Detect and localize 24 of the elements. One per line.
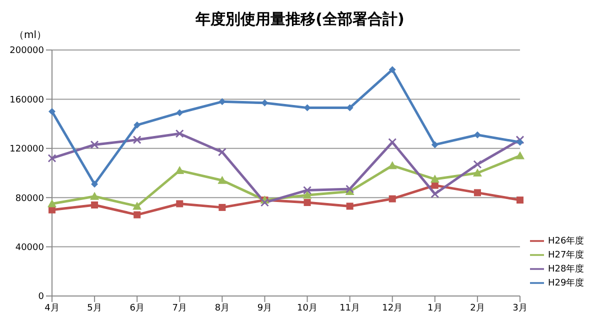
x-tick-label: 2月: [470, 303, 485, 314]
y-tick-label: 160000: [10, 95, 44, 106]
x-tick-label: 5月: [87, 303, 102, 314]
x-tick-label: 1月: [428, 303, 442, 314]
y-tick-label: 0: [38, 292, 44, 302]
y-tick-label: 120000: [10, 144, 44, 155]
legend-label: H26年度: [548, 236, 584, 246]
x-tick-label: 11月: [340, 303, 360, 314]
y-tick-label: 40000: [15, 242, 44, 253]
chart-title: 年度別使用量推移(全部署合計): [194, 10, 406, 29]
y-axis-title: （ml）: [14, 29, 47, 42]
legend-label: H28年度: [548, 264, 584, 274]
legend-label: H29年度: [548, 278, 584, 288]
legend-label: H27年度: [548, 250, 584, 260]
x-tick-label: 8月: [214, 303, 230, 314]
y-tick-label: 80000: [15, 194, 44, 204]
y-tick-label: 200000: [10, 46, 44, 56]
x-tick-label: 3月: [512, 303, 528, 314]
x-tick-label: 10月: [297, 303, 318, 314]
x-tick-label: 7月: [172, 303, 188, 314]
x-tick-label: 6月: [130, 303, 144, 314]
x-tick-label: 4月: [44, 303, 60, 314]
x-tick-label: 12月: [382, 303, 403, 314]
x-tick-label: 9月: [257, 303, 272, 314]
